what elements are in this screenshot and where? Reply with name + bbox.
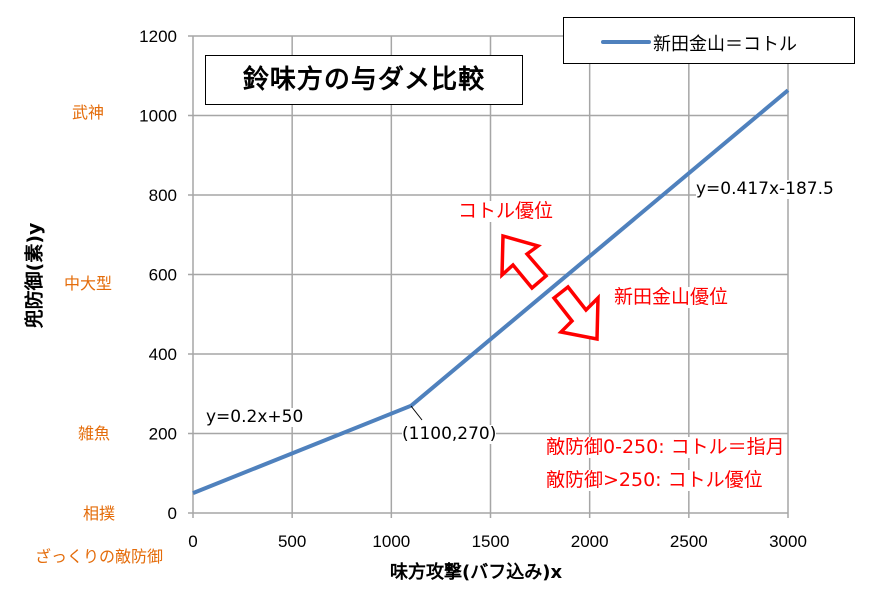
legend-swatch xyxy=(601,40,651,44)
note-2: 敵防御>250: コトル優位 xyxy=(546,469,763,491)
x-tick-label: 2000 xyxy=(571,532,609,551)
x-axis-label: 味方攻撃(バフ込み)x xyxy=(390,562,563,583)
x-tick-label: 3000 xyxy=(769,532,807,551)
below-label: 新田金山優位 xyxy=(614,286,729,308)
category-title: ざっくりの敵防御 xyxy=(35,547,164,566)
y-tick-label: 400 xyxy=(149,345,177,364)
arrow-down-right xyxy=(551,284,600,342)
y-tick-label: 200 xyxy=(149,425,177,444)
x-tick-label: 500 xyxy=(278,532,306,551)
x-tick-label: 1000 xyxy=(372,532,410,551)
equation-2: y=0.417x-187.5 xyxy=(696,179,834,199)
category-label: 雑魚 xyxy=(78,424,111,443)
category-label: 中大型 xyxy=(64,274,113,293)
y-tick-label: 800 xyxy=(149,186,177,205)
tick-labels: 0 500 1000 1500 2000 2500 3000 0 200 400 600 800 100… xyxy=(139,27,807,551)
y-tick-label: 1200 xyxy=(139,27,177,46)
legend: 新田金山＝コトル xyxy=(563,17,855,64)
y-tick-label: 0 xyxy=(168,504,177,523)
legend-label: 新田金山＝コトル xyxy=(653,34,797,55)
x-tick-label: 1500 xyxy=(472,532,510,551)
arrow-up-left xyxy=(500,233,549,291)
chart-title: 鈴味方の与ダメ比較 xyxy=(205,55,523,105)
note-1: 敵防御0-250: コトル＝指月 xyxy=(546,436,785,458)
y-tick-label: 1000 xyxy=(139,107,177,126)
x-tick-label: 2500 xyxy=(670,532,708,551)
above-label: コトル優位 xyxy=(458,200,554,222)
x-tick-label: 0 xyxy=(188,532,197,551)
series-line xyxy=(192,88,790,495)
category-label: 武神 xyxy=(72,103,105,122)
breakpoint-label: (1100,270) xyxy=(402,424,497,444)
breakpoint-leader xyxy=(410,405,423,421)
y-tick-label: 600 xyxy=(149,266,177,285)
y-axis-label: 兜防御(素)y xyxy=(24,220,46,331)
category-label: 相撲 xyxy=(83,504,116,523)
equation-1: y=0.2x+50 xyxy=(206,407,304,427)
